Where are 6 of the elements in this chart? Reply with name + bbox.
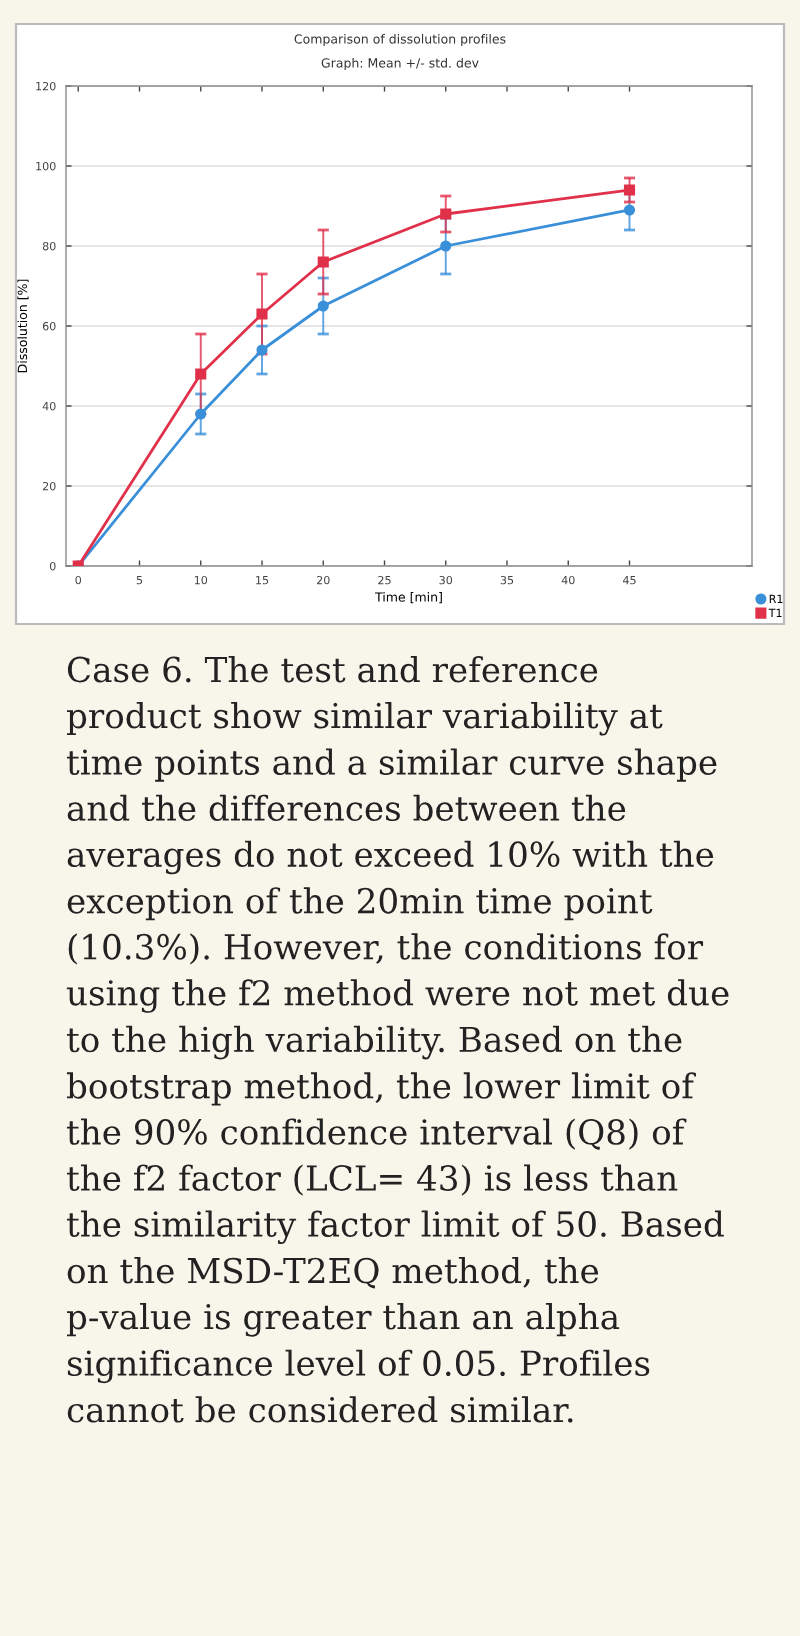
text: Case 6. The test and reference product show similar variability at time points and a similar curve shape and the differences between the averages do not exceed 10% with the exception of the 20min time point (10.3%). However, the conditions for using the f2 method were not met due to the high variability. Based on the bootstrap method, the lower limit of the 90% confidence interval (Q8) of the f2 factor (LCL= 43) is less than the similarity factor limit of 50. Based on the MSD-T2EQ method, the p-value is greater than an alpha significance level of 0.05. Profiles cannot be considered similar.: [66, 656, 729, 1423]
point: [317, 256, 329, 268]
point: [195, 368, 207, 380]
point: [317, 300, 329, 312]
point: [440, 240, 452, 252]
point: [256, 308, 268, 320]
